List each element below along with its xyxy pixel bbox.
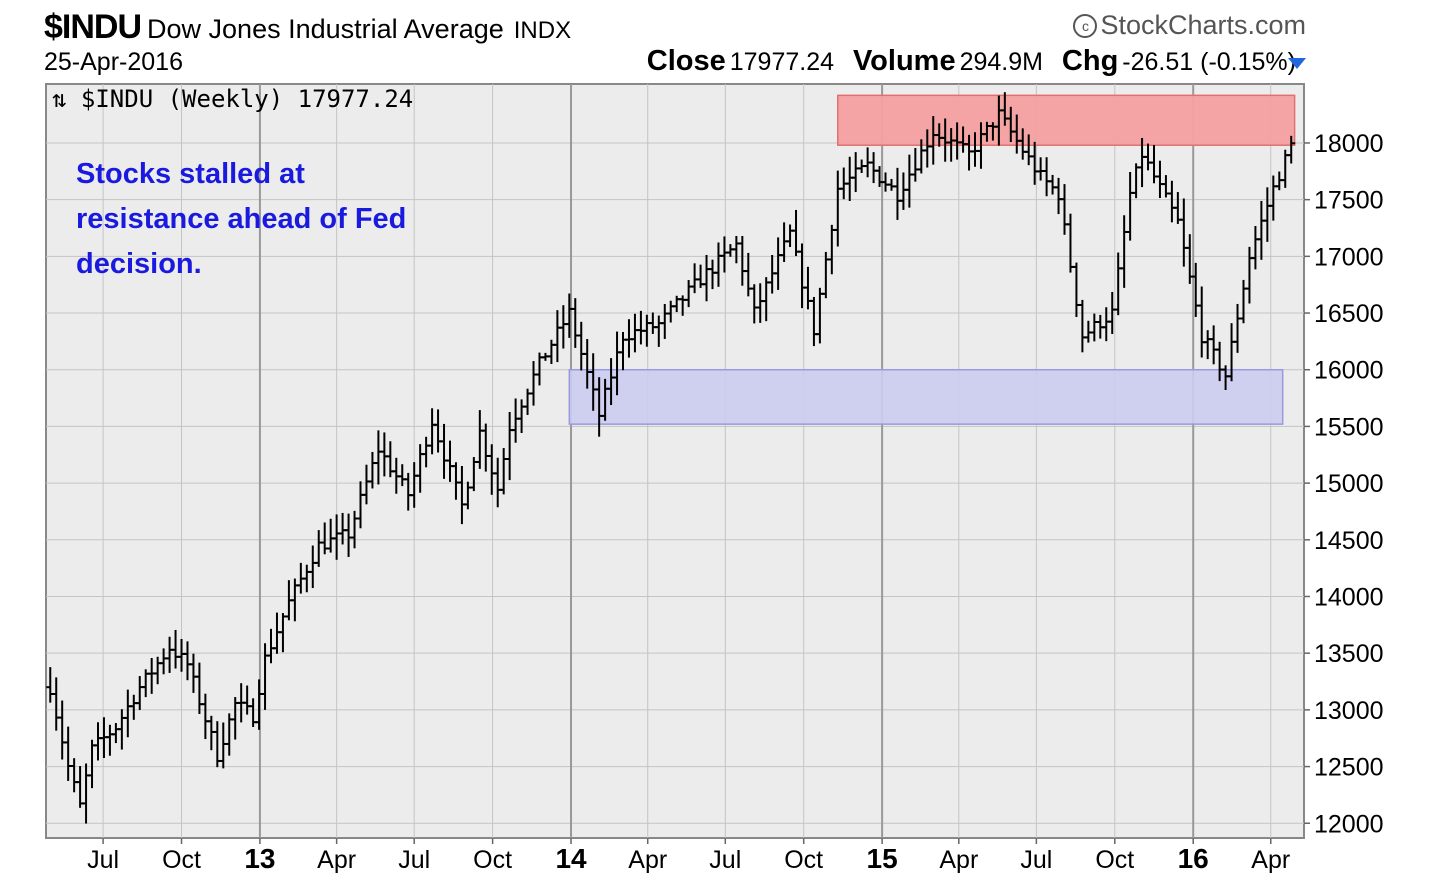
chart-header: $INDU Dow Jones Industrial Average INDX xyxy=(44,8,571,47)
brand-name: StockCharts.com xyxy=(1100,10,1306,40)
plot-area xyxy=(45,83,1305,839)
price-bars xyxy=(46,92,1296,824)
y-tick-label: 15000 xyxy=(1314,470,1384,498)
x-tick-label: 15 xyxy=(867,843,898,874)
y-tick-label: 17500 xyxy=(1314,187,1384,215)
x-tick-label: 16 xyxy=(1178,843,1209,874)
zones xyxy=(568,94,1296,425)
chg-value: -26.51 (-0.15%) xyxy=(1122,48,1296,76)
y-tick-label: 15500 xyxy=(1314,413,1384,441)
volume-value: 294.9M xyxy=(959,48,1043,76)
x-tick-label: Apr xyxy=(939,846,978,874)
x-tick-label: Apr xyxy=(628,846,667,874)
annotation-line: Stocks stalled at xyxy=(76,158,305,190)
x-tick-label: Jul xyxy=(398,846,430,874)
x-tick-label: Apr xyxy=(317,846,356,874)
y-axis: 12000 12500 13000 13500 14000 14500 15000 15500… xyxy=(1304,130,1384,838)
annotation-line: decision. xyxy=(76,248,202,280)
close-value: 17977.24 xyxy=(729,48,835,76)
x-tick-label: Jul xyxy=(709,846,741,874)
y-tick-label: 12000 xyxy=(1314,810,1384,838)
x-axis: Jul Oct 13 Apr Jul Oct 14 Apr Jul Oct 15 Apr Jul Oct 1… xyxy=(87,838,1290,874)
exchange: INDX xyxy=(513,17,572,44)
support-zone xyxy=(568,368,1284,425)
security-name: Dow Jones Industrial Average xyxy=(147,14,504,44)
y-tick-label: 13500 xyxy=(1314,640,1384,668)
y-tick-label: 18000 xyxy=(1314,130,1384,158)
brand-logo[interactable]: c StockCharts.com xyxy=(1073,10,1306,41)
x-tick-label: Jul xyxy=(1020,846,1052,874)
x-tick-label: Jul xyxy=(87,846,119,874)
y-tick-label: 14500 xyxy=(1314,527,1384,555)
volume-label: Volume xyxy=(852,45,956,77)
x-tick-label: Oct xyxy=(1095,846,1134,874)
y-tick-label: 13000 xyxy=(1314,697,1384,725)
y-tick-label: 16500 xyxy=(1314,300,1384,328)
x-tick-label: Oct xyxy=(473,846,512,874)
symbol: $INDU xyxy=(44,8,142,46)
close-label: Close xyxy=(646,45,726,77)
y-tick-label: 14000 xyxy=(1314,583,1384,611)
chart-date: 25-Apr-2016 xyxy=(44,48,183,76)
annotation-line: resistance ahead of Fed xyxy=(76,203,407,235)
x-tick-label: 13 xyxy=(244,843,275,874)
y-tick-label: 16000 xyxy=(1314,357,1384,385)
chart-legend: ⇅ $INDU (Weekly) 17977.24 xyxy=(52,85,413,113)
gridlines xyxy=(46,84,1304,838)
quote-stats: Close 17977.24 Volume 294.9M Chg -26.51 (-0… xyxy=(635,45,1296,78)
x-tick-label: Oct xyxy=(162,846,201,874)
y-tick-label: 17000 xyxy=(1314,243,1384,271)
dropdown-arrow-icon[interactable] xyxy=(1288,58,1306,69)
annotation: Stocks stalled at resistance ahead of Fe… xyxy=(76,152,406,287)
resistance-zone xyxy=(837,94,1296,146)
copyright-icon: c xyxy=(1073,14,1098,38)
x-tick-label: Oct xyxy=(784,846,823,874)
x-tick-label: 14 xyxy=(555,843,587,874)
x-tick-label: Apr xyxy=(1251,846,1290,874)
y-tick-label: 12500 xyxy=(1314,754,1384,782)
chg-label: Chg xyxy=(1061,45,1119,77)
